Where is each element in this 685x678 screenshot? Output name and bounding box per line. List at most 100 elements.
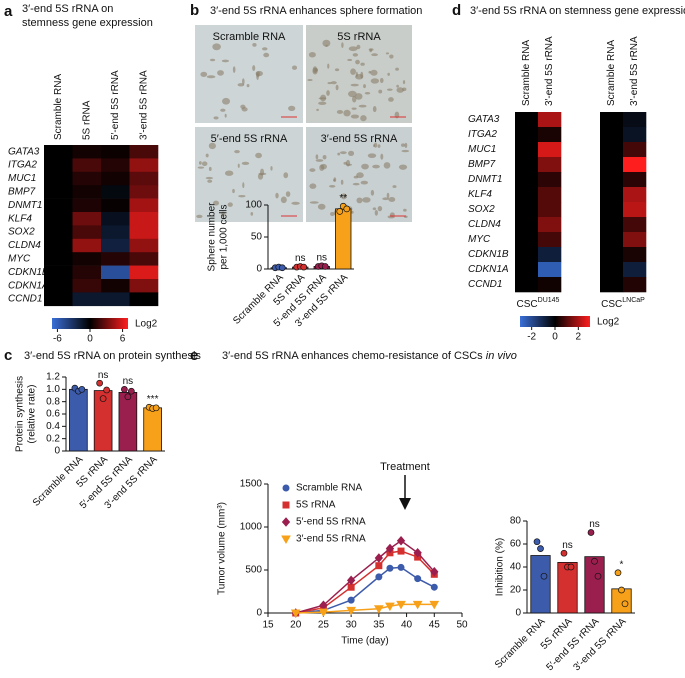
- colorbar-tick-label: 2: [576, 332, 582, 343]
- cell-cluster: [383, 162, 391, 169]
- cell-cluster: [356, 197, 363, 204]
- panel-title: 3′-end 5S rRNA on stemness gene expressi…: [470, 5, 685, 17]
- replicate-point: [96, 379, 103, 387]
- heat-cell: [600, 202, 624, 218]
- heat-cell: [101, 145, 130, 159]
- panel-letter: a: [4, 3, 13, 20]
- cell-cluster: [350, 68, 356, 75]
- heat-cell: [72, 158, 102, 173]
- cell-cluster: [392, 185, 397, 188]
- replicate-point: [621, 600, 629, 608]
- gene-label: CDKN1B: [468, 249, 509, 260]
- heat-cell: [129, 265, 159, 280]
- bar: [335, 208, 352, 270]
- cell-cluster: [350, 114, 360, 119]
- cell-cluster: [330, 81, 337, 85]
- cell-cluster: [315, 159, 324, 162]
- gene-label: SOX2: [468, 204, 495, 215]
- gene-label: MYC: [468, 234, 491, 245]
- photo-label: 5′-end 5S rRNA: [211, 133, 288, 145]
- series-marker: [385, 543, 395, 554]
- cell-cluster: [350, 83, 359, 87]
- series-line: [295, 539, 435, 614]
- heat-cell: [623, 232, 647, 248]
- cell-cluster: [337, 152, 341, 156]
- heat-cell: [538, 172, 562, 188]
- cell-cluster: [339, 151, 347, 155]
- group-superscript: DU145: [538, 297, 560, 304]
- replicate-point: [618, 586, 625, 594]
- title-text: 3′-end 5S rRNA enhances sphere formation: [210, 5, 422, 17]
- heat-cell: [538, 277, 562, 293]
- legend-label: 5′-end 5S rRNA: [296, 517, 366, 528]
- cell-cluster: [309, 183, 317, 189]
- cell-cluster: [196, 214, 203, 219]
- column-label: Scramble RNA: [53, 74, 64, 140]
- heat-cell: [129, 185, 159, 199]
- heat-cell: [72, 198, 102, 213]
- x-tick-label: 35: [373, 620, 385, 631]
- heat-cell: [538, 232, 562, 248]
- cell-cluster: [388, 197, 396, 203]
- series-marker: [397, 547, 405, 555]
- cell-cluster: [355, 59, 360, 65]
- cell-cluster: [258, 172, 267, 176]
- gene-label: CCND1: [468, 279, 502, 290]
- x-tick-label: 15: [262, 620, 274, 631]
- series-marker: [346, 606, 357, 616]
- cell-cluster: [242, 78, 245, 85]
- replicate-point: [336, 208, 344, 215]
- heat-cell: [44, 265, 73, 280]
- replicate-point: [103, 386, 110, 394]
- heat-cell: [623, 127, 647, 143]
- cell-cluster: [237, 163, 240, 168]
- heat-cell: [623, 157, 647, 173]
- y-tick-label: 0: [515, 608, 521, 619]
- cell-cluster: [232, 66, 236, 73]
- heat-cell: [515, 142, 539, 158]
- cell-cluster: [396, 84, 399, 88]
- cell-cluster: [401, 149, 410, 153]
- cell-cluster: [352, 182, 360, 186]
- heat-cell: [44, 185, 73, 199]
- panel-letter: c: [4, 347, 12, 364]
- heat-cell: [538, 187, 562, 203]
- series-marker: [346, 575, 356, 586]
- cell-cluster: [351, 107, 357, 110]
- heat-cell: [600, 217, 624, 233]
- cell-cluster: [322, 39, 331, 47]
- heat-cell: [101, 292, 130, 307]
- cell-cluster: [320, 94, 327, 102]
- cell-cluster: [380, 153, 384, 160]
- cell-cluster: [360, 180, 368, 185]
- gene-label: CLDN4: [8, 240, 41, 251]
- heat-cell: [600, 157, 624, 173]
- cell-cluster: [361, 163, 369, 170]
- legend-marker: [281, 517, 291, 527]
- heat-cell: [515, 202, 539, 218]
- heat-cell: [101, 185, 130, 199]
- cell-cluster: [207, 179, 213, 183]
- gene-label: MYC: [8, 254, 31, 265]
- cell-cluster: [315, 154, 319, 160]
- bar: [557, 562, 578, 614]
- photo: [195, 25, 303, 123]
- series-marker: [318, 608, 329, 618]
- cell-cluster: [200, 71, 208, 77]
- replicate-point: [300, 263, 308, 271]
- cell-cluster: [234, 150, 240, 154]
- x-tick-label: 45: [429, 620, 441, 631]
- series-marker: [290, 609, 301, 619]
- heat-cell: [44, 225, 73, 240]
- heat-cell: [101, 265, 130, 280]
- legend-marker: [282, 484, 290, 492]
- heat-cell: [101, 158, 130, 173]
- cell-cluster: [232, 188, 235, 194]
- heat-cell: [600, 262, 624, 278]
- colorbar-tick-label: -2: [527, 332, 536, 343]
- group-label: CSCLNCaP: [601, 297, 645, 310]
- cell-cluster: [371, 53, 378, 57]
- cell-cluster: [312, 66, 318, 74]
- y-axis-label: Sphere number: [207, 202, 218, 272]
- cell-cluster: [333, 178, 336, 182]
